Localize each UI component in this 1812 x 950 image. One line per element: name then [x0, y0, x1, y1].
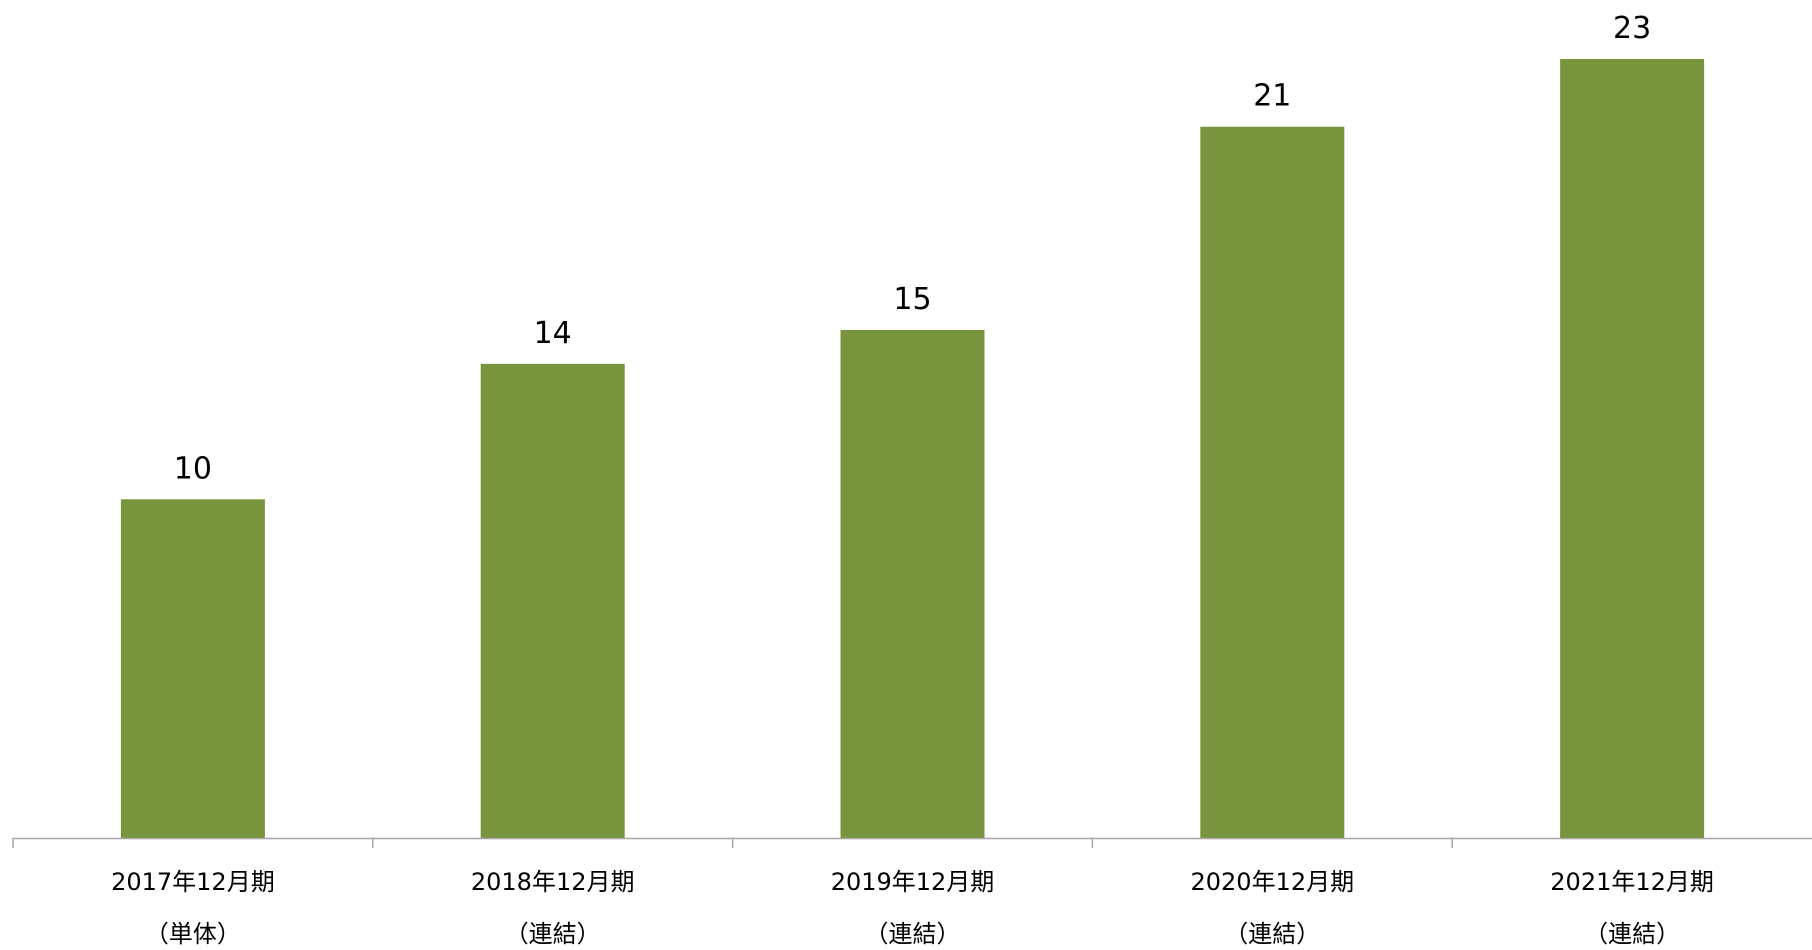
x-tick-sublabel-0: （単体）	[145, 920, 241, 948]
x-tick-sublabel-2: （連結）	[865, 920, 961, 948]
bar-1	[480, 363, 625, 838]
x-tick-label-0: 2017年12月期	[111, 868, 275, 896]
data-label-0: 10	[174, 451, 212, 486]
x-tick-sublabel-3: （連結）	[1224, 920, 1320, 948]
data-labels-group: 10 14 15 21 23	[174, 11, 1651, 486]
bars-group	[120, 59, 1705, 838]
x-tick-label-1: 2018年12月期	[471, 868, 635, 896]
x-tick-labels-group: 2017年12月期 （単体） 2018年12月期 （連結） 2019年12月期 （連結） 2…	[111, 868, 1714, 948]
data-label-3: 21	[1253, 79, 1291, 114]
data-label-2: 15	[893, 282, 931, 317]
x-tick-sublabel-1: （連結）	[505, 920, 601, 948]
data-label-4: 23	[1613, 11, 1651, 46]
bar-2	[840, 329, 985, 838]
x-tick-label-4: 2021年12月期	[1550, 868, 1714, 896]
data-label-1: 14	[534, 316, 572, 351]
bar-3	[1200, 126, 1345, 838]
bar-0	[120, 499, 265, 838]
x-tick-label-2: 2019年12月期	[831, 868, 995, 896]
x-axis	[12, 837, 1812, 848]
x-tick-sublabel-4: （連結）	[1584, 920, 1680, 948]
bar-4	[1560, 59, 1705, 838]
x-tick-label-3: 2020年12月期	[1190, 868, 1354, 896]
